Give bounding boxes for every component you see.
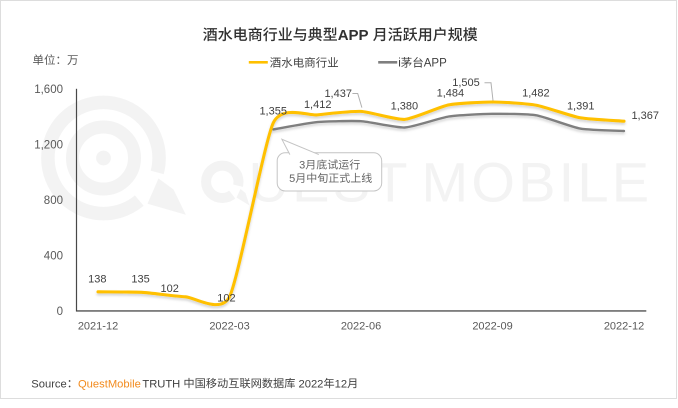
svg-text:1,380: 1,380 — [391, 101, 419, 113]
svg-text:TRUTH: TRUTH — [142, 378, 183, 390]
svg-text:135: 135 — [131, 274, 149, 286]
svg-text:2021-12: 2021-12 — [78, 321, 118, 333]
svg-text:1,505: 1,505 — [452, 77, 480, 89]
svg-text:5: 5 — [289, 173, 295, 185]
svg-text:APP: APP — [338, 27, 373, 44]
svg-text:i: i — [398, 58, 401, 70]
svg-text:1,412: 1,412 — [304, 99, 332, 111]
svg-text:3: 3 — [299, 160, 305, 172]
svg-text:1,391: 1,391 — [567, 100, 595, 112]
svg-text:1,437: 1,437 — [324, 88, 352, 100]
svg-text:1,600: 1,600 — [34, 84, 63, 96]
svg-text:1,484: 1,484 — [437, 87, 465, 99]
svg-text:102: 102 — [161, 283, 179, 295]
svg-text:2022-06: 2022-06 — [341, 321, 381, 333]
svg-text:Source: Source — [31, 378, 66, 390]
svg-text:1,355: 1,355 — [259, 106, 287, 118]
svg-text:0: 0 — [57, 306, 63, 318]
svg-text:800: 800 — [44, 195, 63, 207]
svg-text:2022-12: 2022-12 — [604, 321, 644, 333]
svg-text:1,200: 1,200 — [34, 139, 63, 151]
svg-text:1,367: 1,367 — [631, 110, 659, 122]
svg-text:400: 400 — [44, 251, 63, 263]
svg-text:MOBILE: MOBILE — [422, 151, 653, 214]
svg-text:QuestMobile: QuestMobile — [78, 378, 141, 390]
svg-text:2022: 2022 — [295, 378, 323, 390]
svg-text:138: 138 — [88, 274, 106, 286]
svg-text:12: 12 — [335, 378, 347, 390]
svg-text:1,482: 1,482 — [522, 88, 550, 100]
svg-text:2022-09: 2022-09 — [472, 321, 512, 333]
svg-text:102: 102 — [217, 293, 235, 305]
svg-text:2022-03: 2022-03 — [209, 321, 249, 333]
svg-text:APP: APP — [424, 58, 447, 70]
